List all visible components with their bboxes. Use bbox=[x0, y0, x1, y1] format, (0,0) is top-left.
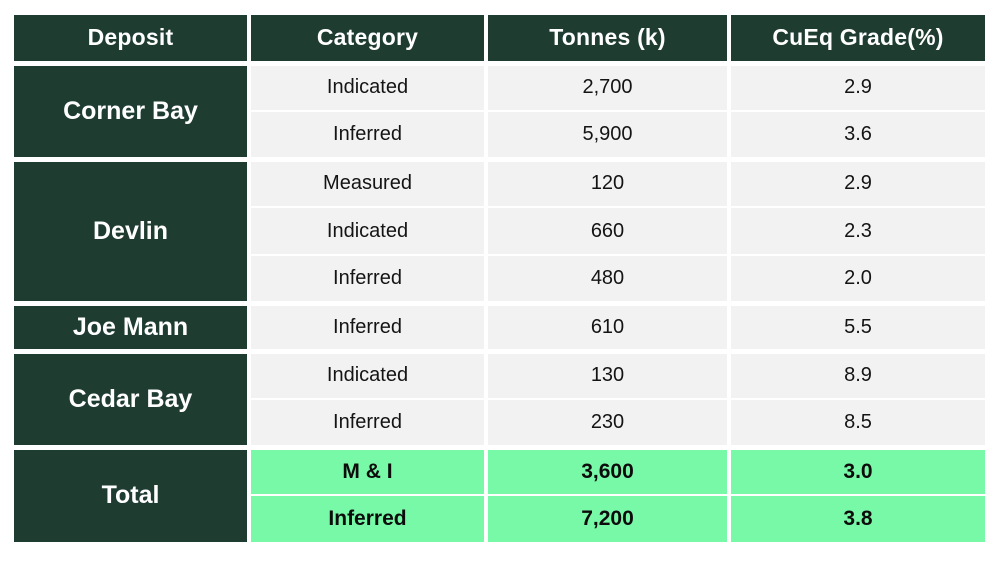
tonnes-cell: 610 bbox=[484, 300, 731, 352]
column-header-deposit: Deposit bbox=[10, 13, 251, 64]
table-row: Devlin Measured 120 2.9 bbox=[10, 156, 989, 304]
category-cell: Measured bbox=[247, 156, 488, 208]
resource-table-body: Corner Bay Indicated 2,700 2.9 Inferred 5,900… bbox=[10, 60, 989, 544]
table-row: Indicated 660 2.3 bbox=[12, 206, 989, 256]
resource-table: Deposit Category Tonnes (k) CuEq Grade(%… bbox=[10, 13, 989, 544]
header-row: Deposit Category Tonnes (k) CuEq Grade(%… bbox=[10, 13, 989, 64]
resource-table-container: Deposit Category Tonnes (k) CuEq Grade(%… bbox=[10, 13, 989, 544]
tonnes-cell: 7,200 bbox=[484, 494, 731, 544]
table-row: Inferred 5,900 3.6 bbox=[12, 110, 989, 160]
table-row: Cedar Bay Indicated 130 8.9 bbox=[10, 348, 989, 448]
table-row: Inferred 480 2.0 bbox=[12, 254, 989, 304]
category-cell: Indicated bbox=[247, 206, 488, 256]
tonnes-cell: 130 bbox=[484, 348, 731, 400]
table-row: Joe Mann Inferred 610 5.5 bbox=[10, 300, 989, 352]
category-cell: Indicated bbox=[247, 348, 488, 400]
category-cell: Inferred bbox=[247, 110, 488, 160]
grade-cell: 8.5 bbox=[727, 398, 989, 448]
deposit-cell-cedar-bay: Cedar Bay bbox=[10, 348, 251, 448]
deposit-cell-devlin: Devlin bbox=[10, 156, 251, 304]
grade-cell: 8.9 bbox=[727, 348, 989, 400]
category-cell: M & I bbox=[247, 444, 488, 496]
tonnes-cell: 480 bbox=[484, 254, 731, 304]
grade-cell: 2.9 bbox=[727, 60, 989, 112]
tonnes-cell: 2,700 bbox=[484, 60, 731, 112]
tonnes-cell: 230 bbox=[484, 398, 731, 448]
tonnes-cell: 120 bbox=[484, 156, 731, 208]
tonnes-cell: 660 bbox=[484, 206, 731, 256]
column-header-cueq-grade: CuEq Grade(%) bbox=[727, 13, 989, 64]
tonnes-cell: 5,900 bbox=[484, 110, 731, 160]
column-header-tonnes: Tonnes (k) bbox=[484, 13, 731, 64]
grade-cell: 2.3 bbox=[727, 206, 989, 256]
grade-cell: 3.0 bbox=[727, 444, 989, 496]
grade-cell: 2.9 bbox=[727, 156, 989, 208]
table-row: Inferred 230 8.5 bbox=[12, 398, 989, 448]
grade-cell: 3.6 bbox=[727, 110, 989, 160]
category-cell: Inferred bbox=[247, 300, 488, 352]
deposit-cell-total: Total bbox=[10, 444, 251, 544]
grade-cell: 2.0 bbox=[727, 254, 989, 304]
deposit-cell-joe-mann: Joe Mann bbox=[10, 300, 251, 352]
table-row: Inferred 7,200 3.8 bbox=[12, 494, 989, 544]
table-row: Corner Bay Indicated 2,700 2.9 bbox=[10, 60, 989, 160]
column-header-category: Category bbox=[247, 13, 488, 64]
table-row: Total M & I 3,600 3.0 bbox=[10, 444, 989, 544]
category-cell: Inferred bbox=[247, 494, 488, 544]
category-cell: Indicated bbox=[247, 60, 488, 112]
grade-cell: 3.8 bbox=[727, 494, 989, 544]
category-cell: Inferred bbox=[247, 398, 488, 448]
tonnes-cell: 3,600 bbox=[484, 444, 731, 496]
grade-cell: 5.5 bbox=[727, 300, 989, 352]
category-cell: Inferred bbox=[247, 254, 488, 304]
deposit-cell-corner-bay: Corner Bay bbox=[10, 60, 251, 160]
